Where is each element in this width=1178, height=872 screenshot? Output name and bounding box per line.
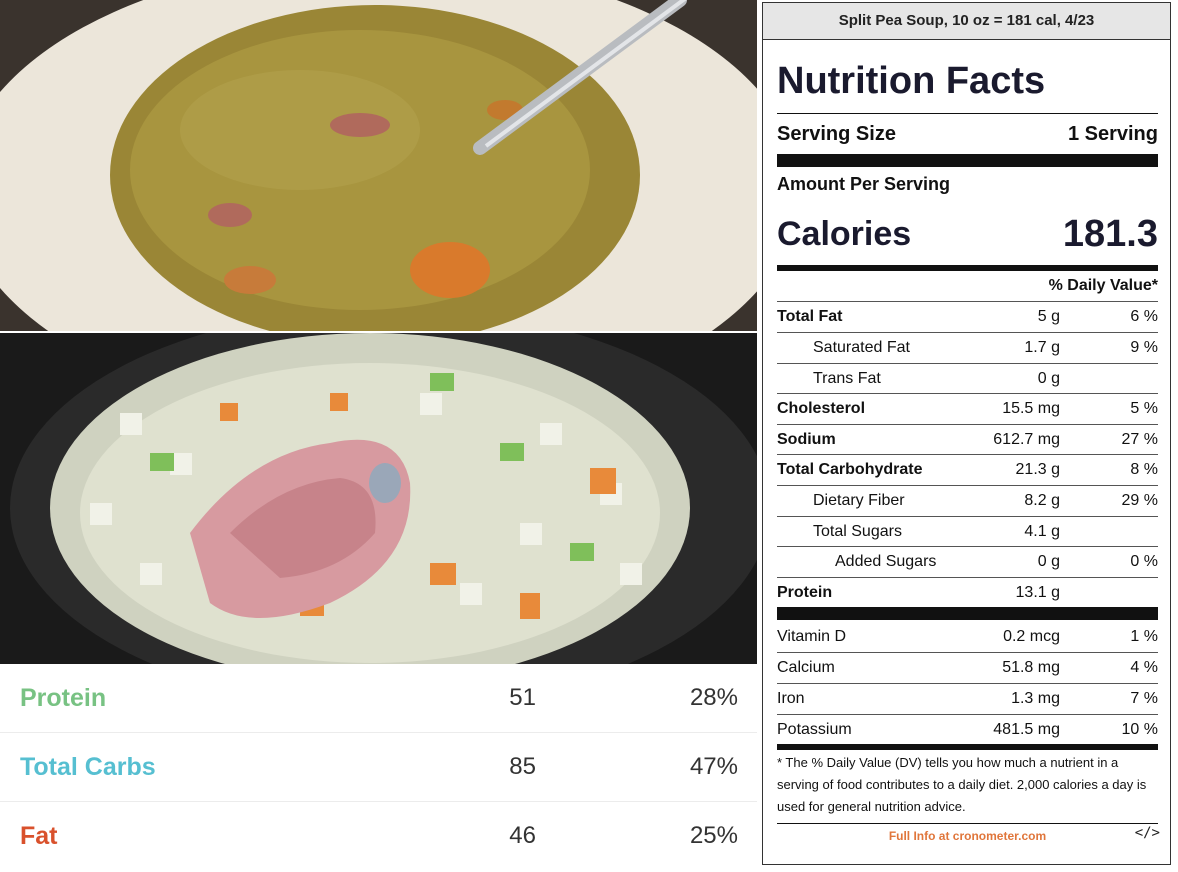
nutrient-amount: 13.1 g — [1015, 584, 1060, 601]
nutrient-amount: 0 g — [1037, 370, 1060, 387]
macro-name: Protein — [20, 684, 107, 712]
nutrient-dv: 8 % — [1130, 461, 1158, 478]
nutrient-row-total-fat: Total Fat 5 g 6 % — [777, 301, 1158, 332]
nutrient-dv: 29 % — [1121, 492, 1158, 509]
divider-medium — [777, 265, 1158, 271]
nutrient-name: Dietary Fiber — [813, 492, 905, 509]
cronometer-link[interactable]: Full Info at cronometer.com — [888, 829, 1047, 843]
nutrition-facts-label: Split Pea Soup, 10 oz = 181 cal, 4/23 Nu… — [762, 2, 1171, 865]
macro-percent: 47% — [689, 753, 738, 780]
vitamin-row-iron: Iron 1.3 mg 7 % — [777, 683, 1158, 714]
soup-bowl-illustration — [0, 0, 757, 331]
nutrient-row-sodium: Sodium 612.7 mg 27 % — [777, 424, 1158, 455]
label-header: Split Pea Soup, 10 oz = 181 cal, 4/23 — [763, 3, 1170, 40]
macro-grams: 51 — [509, 684, 536, 711]
nutrient-amount: 612.7 mg — [993, 431, 1060, 448]
nutrient-amount: 0.2 mcg — [1003, 628, 1060, 645]
nutrient-name: Potassium — [777, 721, 852, 738]
nutrient-amount: 5 g — [1037, 308, 1060, 325]
nutrient-row-cholesterol: Cholesterol 15.5 mg 5 % — [777, 393, 1158, 424]
nutrient-dv: 5 % — [1130, 400, 1158, 417]
nutrient-dv: 10 % — [1121, 721, 1158, 738]
vitamin-row-potassium: Potassium 481.5 mg 10 % — [777, 714, 1158, 745]
nutrient-name: Total Carbohydrate — [777, 461, 923, 478]
divider — [777, 823, 1158, 824]
nutrient-row-added-sugars: Added Sugars 0 g 0 % — [777, 546, 1158, 577]
nutrient-dv: 7 % — [1130, 690, 1158, 707]
nutrient-name: Sodium — [777, 431, 836, 448]
daily-value-footnote: * The % Daily Value (DV) tells you how m… — [777, 755, 1147, 814]
nutrient-dv: 0 % — [1130, 553, 1158, 570]
daily-value-header: % Daily Value* — [1048, 277, 1158, 294]
soup-bowl-photo — [0, 0, 757, 331]
nutrient-amount: 0 g — [1037, 553, 1060, 570]
slow-cooker-photo — [0, 333, 757, 664]
vitamin-row-vitamin-d: Vitamin D 0.2 mcg 1 % — [777, 622, 1158, 652]
calories-row: Calories 181.3 — [777, 208, 1158, 260]
macro-row-fat: Fat 46 25% — [0, 802, 757, 870]
nutrient-name: Total Fat — [777, 308, 843, 325]
nutrient-name: Iron — [777, 690, 805, 707]
serving-size-value: 1 Serving — [1067, 123, 1158, 145]
nutrient-name: Total Sugars — [813, 523, 902, 540]
nutrient-row-total-sugars: Total Sugars 4.1 g — [777, 516, 1158, 547]
divider-thick — [777, 154, 1158, 167]
divider-thick — [777, 607, 1158, 620]
vitamin-row-calcium: Calcium 51.8 mg 4 % — [777, 652, 1158, 683]
nutrient-row-saturated-fat: Saturated Fat 1.7 g 9 % — [777, 332, 1158, 363]
divider — [777, 113, 1158, 114]
nutrient-amount: 21.3 g — [1015, 461, 1060, 478]
macro-percent: 28% — [689, 684, 738, 711]
nutrient-row-dietary-fiber: Dietary Fiber 8.2 g 29 % — [777, 485, 1158, 516]
label-title: Nutrition Facts — [777, 60, 1046, 102]
amount-per-serving: Amount Per Serving — [777, 174, 951, 194]
nutrient-dv: 6 % — [1130, 308, 1158, 325]
slow-cooker-illustration — [0, 333, 757, 664]
macro-percent: 25% — [689, 822, 738, 849]
nutrient-amount: 4.1 g — [1024, 523, 1060, 540]
divider-medium — [777, 744, 1158, 750]
nutrient-name: Vitamin D — [777, 628, 847, 645]
calories-label: Calories — [777, 215, 912, 253]
macro-grams: 85 — [509, 753, 536, 780]
macro-name: Fat — [20, 822, 58, 850]
nutrient-row-trans-fat: Trans Fat 0 g — [777, 363, 1158, 394]
nutrient-amount: 51.8 mg — [1002, 659, 1060, 676]
nutrient-dv: 4 % — [1130, 659, 1158, 676]
nutrient-row-protein: Protein 13.1 g — [777, 577, 1158, 608]
nutrient-amount: 8.2 g — [1024, 492, 1060, 509]
calories-value: 181.3 — [1062, 213, 1158, 255]
nutrient-row-total-carbohydrate: Total Carbohydrate 21.3 g 8 % — [777, 454, 1158, 485]
nutrient-name: Trans Fat — [813, 370, 881, 387]
nutrient-amount: 1.3 mg — [1011, 690, 1060, 707]
macro-row-carbs: Total Carbs 85 47% — [0, 733, 757, 802]
macro-name: Total Carbs — [20, 753, 156, 781]
serving-size-label: Serving Size — [777, 123, 896, 145]
nutrient-name: Added Sugars — [835, 553, 937, 570]
nutrient-amount: 15.5 mg — [1002, 400, 1060, 417]
nutrient-name: Cholesterol — [777, 400, 866, 417]
nutrient-amount: 1.7 g — [1024, 339, 1060, 356]
nutrient-dv: 9 % — [1130, 339, 1158, 356]
macro-grams: 46 — [509, 822, 536, 849]
nutrient-dv: 1 % — [1130, 628, 1158, 645]
nutrient-amount: 481.5 mg — [993, 721, 1060, 738]
nutrient-name: Saturated Fat — [813, 339, 910, 356]
serving-size-row: Serving Size 1 Serving — [777, 115, 1158, 153]
embed-code-icon[interactable]: </> — [1134, 825, 1160, 841]
macro-row-protein: Protein 51 28% — [0, 664, 757, 733]
nutrient-name: Calcium — [777, 659, 835, 676]
nutrient-name: Protein — [777, 584, 833, 601]
macros-table: Protein 51 28% Total Carbs 85 47% Fat 46… — [0, 664, 757, 872]
nutrient-dv: 27 % — [1121, 431, 1158, 448]
